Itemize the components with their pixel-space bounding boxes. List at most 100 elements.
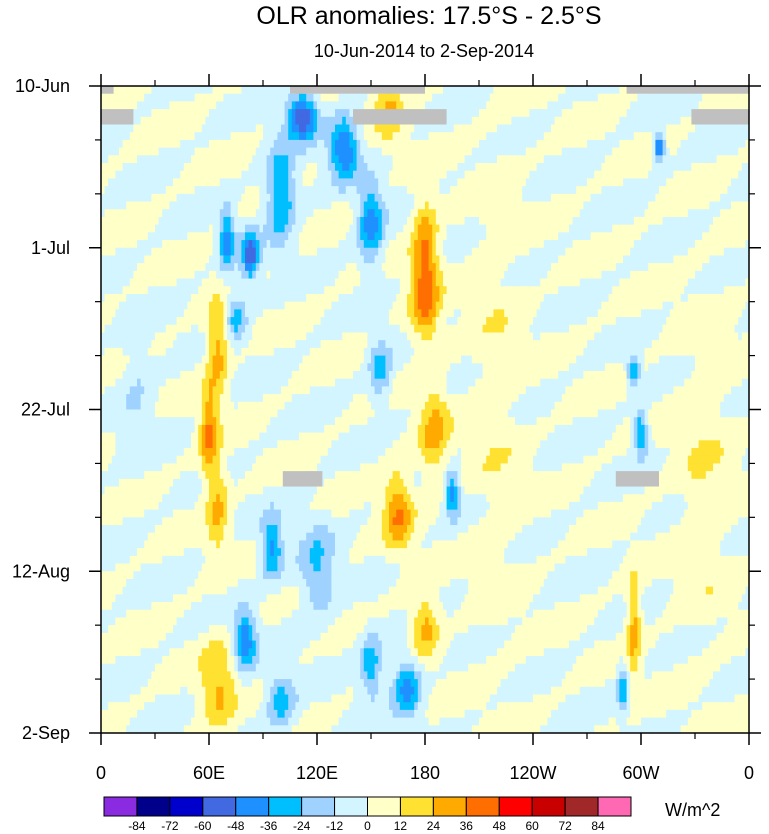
heatmap-cell — [497, 116, 501, 125]
heatmap-cell — [324, 209, 329, 218]
heatmap-cell — [626, 109, 631, 118]
heatmap-cell — [659, 116, 663, 125]
heatmap-cell — [104, 186, 109, 195]
heatmap-cell — [680, 270, 685, 279]
heatmap-cell — [230, 163, 235, 172]
heatmap-cell — [194, 186, 199, 195]
heatmap-cell — [720, 247, 725, 256]
heatmap-cell — [374, 255, 379, 264]
heatmap-cell — [626, 116, 631, 125]
heatmap-cell — [263, 109, 267, 118]
heatmap-cell — [126, 124, 131, 133]
heatmap-cell — [698, 132, 703, 141]
heatmap-cell — [698, 124, 703, 133]
heatmap-cell — [173, 263, 177, 272]
heatmap-cell — [255, 155, 260, 164]
heatmap-cell — [425, 155, 429, 164]
heatmap-cell — [248, 270, 253, 279]
heatmap-cell — [597, 240, 602, 249]
heatmap-cell — [497, 132, 501, 141]
heatmap-cell — [317, 209, 321, 218]
heatmap-cell — [536, 163, 541, 172]
heatmap-cell — [327, 209, 332, 218]
heatmap-cell — [223, 255, 228, 264]
heatmap-cell — [349, 240, 354, 249]
heatmap-cell — [108, 178, 113, 187]
heatmap-cell — [147, 232, 152, 241]
heatmap-cell — [677, 93, 681, 102]
heatmap-cell — [353, 101, 357, 110]
heatmap-cell — [194, 201, 199, 210]
heatmap-cell — [119, 178, 123, 187]
heatmap-cell — [716, 101, 721, 110]
heatmap-cell — [673, 247, 678, 256]
heatmap-cell — [248, 216, 253, 226]
heatmap-cell — [680, 124, 685, 133]
heatmap-cell — [385, 240, 390, 249]
heatmap-cell — [468, 163, 473, 172]
heatmap-cell — [633, 163, 638, 172]
heatmap-cell — [122, 193, 127, 202]
heatmap-cell — [209, 163, 213, 172]
heatmap-cell — [324, 224, 329, 233]
heatmap-cell — [180, 155, 185, 164]
heatmap-cell — [597, 255, 602, 264]
heatmap-cell — [540, 240, 545, 249]
heatmap-cell — [644, 286, 649, 295]
heatmap-cell — [378, 286, 383, 295]
heatmap-cell — [194, 139, 199, 149]
heatmap-cell — [684, 124, 689, 133]
heatmap-cell — [504, 116, 509, 125]
heatmap-cell — [551, 216, 555, 226]
heatmap-cell — [201, 124, 206, 133]
heatmap-cell — [342, 147, 347, 156]
heatmap-cell — [392, 186, 397, 195]
heatmap-cell — [165, 224, 170, 233]
heatmap-cell — [410, 278, 415, 287]
heatmap-cell — [601, 155, 606, 164]
heatmap-cell — [338, 101, 343, 110]
heatmap-cell — [651, 201, 656, 210]
heatmap-cell — [529, 293, 534, 303]
heatmap-cell — [731, 178, 735, 187]
heatmap-cell — [302, 201, 307, 210]
heatmap-cell — [543, 255, 548, 264]
heatmap-cell — [695, 101, 699, 110]
heatmap-cell — [705, 240, 710, 249]
heatmap-cell — [637, 163, 642, 172]
heatmap-cell — [381, 270, 386, 279]
heatmap-cell — [407, 216, 411, 226]
heatmap-cell — [169, 193, 174, 202]
heatmap-cell — [126, 286, 131, 295]
heatmap-cell — [579, 224, 584, 233]
heatmap-cell — [543, 186, 548, 195]
heatmap-cell — [417, 270, 422, 279]
heatmap-cell — [450, 116, 455, 125]
heatmap-cell — [716, 255, 721, 264]
heatmap-cell — [119, 286, 123, 295]
heatmap-cell — [277, 270, 282, 279]
heatmap-cell — [608, 93, 613, 102]
heatmap-cell — [522, 240, 527, 249]
heatmap-cell — [299, 247, 303, 256]
heatmap-cell — [705, 101, 710, 110]
heatmap-cell — [176, 270, 181, 279]
heatmap-cell — [515, 132, 519, 141]
heatmap-cell — [338, 132, 343, 141]
heatmap-cell — [209, 132, 213, 141]
heatmap-cell — [540, 116, 545, 125]
heatmap-cell — [162, 186, 167, 195]
heatmap-cell — [486, 124, 491, 133]
heatmap-cell — [151, 116, 156, 125]
heatmap-cell — [666, 124, 671, 133]
heatmap-cell — [104, 163, 109, 172]
heatmap-cell — [101, 163, 105, 172]
heatmap-cell — [435, 293, 440, 303]
heatmap-cell — [558, 139, 563, 149]
heatmap-cell — [518, 286, 523, 295]
heatmap-cell — [738, 186, 743, 195]
heatmap-cell — [540, 209, 545, 218]
heatmap-cell — [187, 132, 192, 141]
heatmap-cell — [122, 86, 127, 95]
heatmap-cell — [381, 93, 386, 102]
